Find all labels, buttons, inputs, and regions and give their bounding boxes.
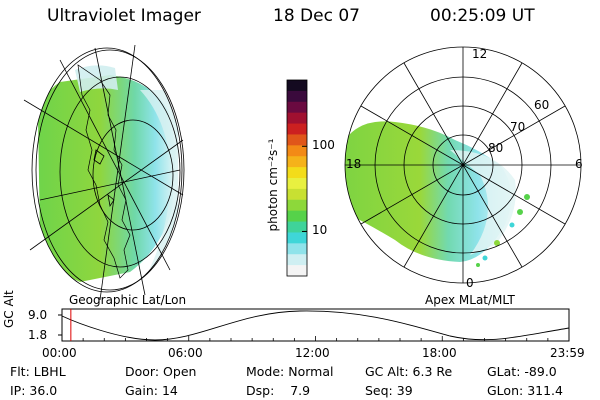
timeline-ytick-high: 9.0 (28, 308, 48, 322)
mlat-label-70: 70 (510, 120, 526, 134)
status-dsp: Dsp: 7.9 (246, 383, 311, 398)
timeline-xtick: 06:00 (168, 346, 203, 360)
polar-mlt-plot (344, 46, 582, 284)
colorbar-unit-label: photon cm⁻²s⁻¹ (266, 138, 280, 232)
status-flt: Flt: LBHL (10, 364, 66, 379)
colorbar-band (287, 167, 307, 179)
time-label: 00:25:09 UT (430, 6, 535, 26)
geographic-caption: Geographic Lat/Lon (69, 293, 187, 307)
status-door: Door: Open (125, 364, 197, 379)
colorbar-band (287, 123, 307, 135)
colorbar-band (287, 145, 307, 157)
mlt-label-0: 0 (466, 276, 474, 290)
colorbar-band (287, 178, 307, 190)
colorbar-band (287, 243, 307, 255)
timeline-xtick: 18:00 (422, 346, 457, 360)
mlat-label-60: 60 (534, 98, 550, 112)
colorbar-band (287, 254, 307, 266)
colorbar-band (287, 112, 307, 125)
date-label: 18 Dec 07 (273, 6, 360, 26)
status-seq: Seq: 39 (365, 383, 413, 398)
colorbar-band (287, 134, 307, 146)
colorbar-band (287, 188, 307, 201)
status-gcalt: GC Alt: 6.3 Re (365, 364, 453, 379)
colorbar (286, 79, 308, 277)
colorbar-band (287, 221, 307, 233)
mlt-label-12: 12 (472, 47, 488, 61)
colorbar-tick-label: 10 (312, 223, 328, 238)
timeline-xtick: 23:59 (550, 346, 585, 360)
mlt-label-18: 18 (346, 157, 362, 171)
colorbar-band (287, 232, 307, 244)
timeline-axis-label: GC Alt (2, 290, 16, 328)
colorbar-band (287, 90, 307, 103)
altitude-timeline (58, 308, 570, 342)
apex-caption: Apex MLat/MLT (425, 293, 515, 307)
colorbar-band (287, 265, 307, 277)
status-ip: IP: 36.0 (10, 383, 58, 398)
status-glon: GLon: 311.4 (487, 383, 563, 398)
colorbar-tick-label: 100 (312, 138, 335, 153)
colorbar-band (287, 210, 307, 223)
colorbar-band (287, 80, 307, 92)
instrument-title: Ultraviolet Imager (47, 6, 201, 26)
mlat-label-80: 80 (488, 141, 504, 155)
status-gain: Gain: 14 (125, 383, 178, 398)
status-glat: GLat: -89.0 (487, 364, 557, 379)
mlt-label-6: 6 (575, 157, 583, 171)
timeline-xtick: 12:00 (295, 346, 330, 360)
colorbar-band (287, 101, 307, 114)
timeline-ytick-low: 1.8 (28, 328, 48, 342)
timeline-xtick: 00:00 (42, 346, 77, 360)
colorbar-band (287, 199, 307, 212)
colorbar-band (287, 156, 307, 168)
geographic-map (23, 44, 185, 301)
status-mode: Mode: Normal (246, 364, 334, 379)
